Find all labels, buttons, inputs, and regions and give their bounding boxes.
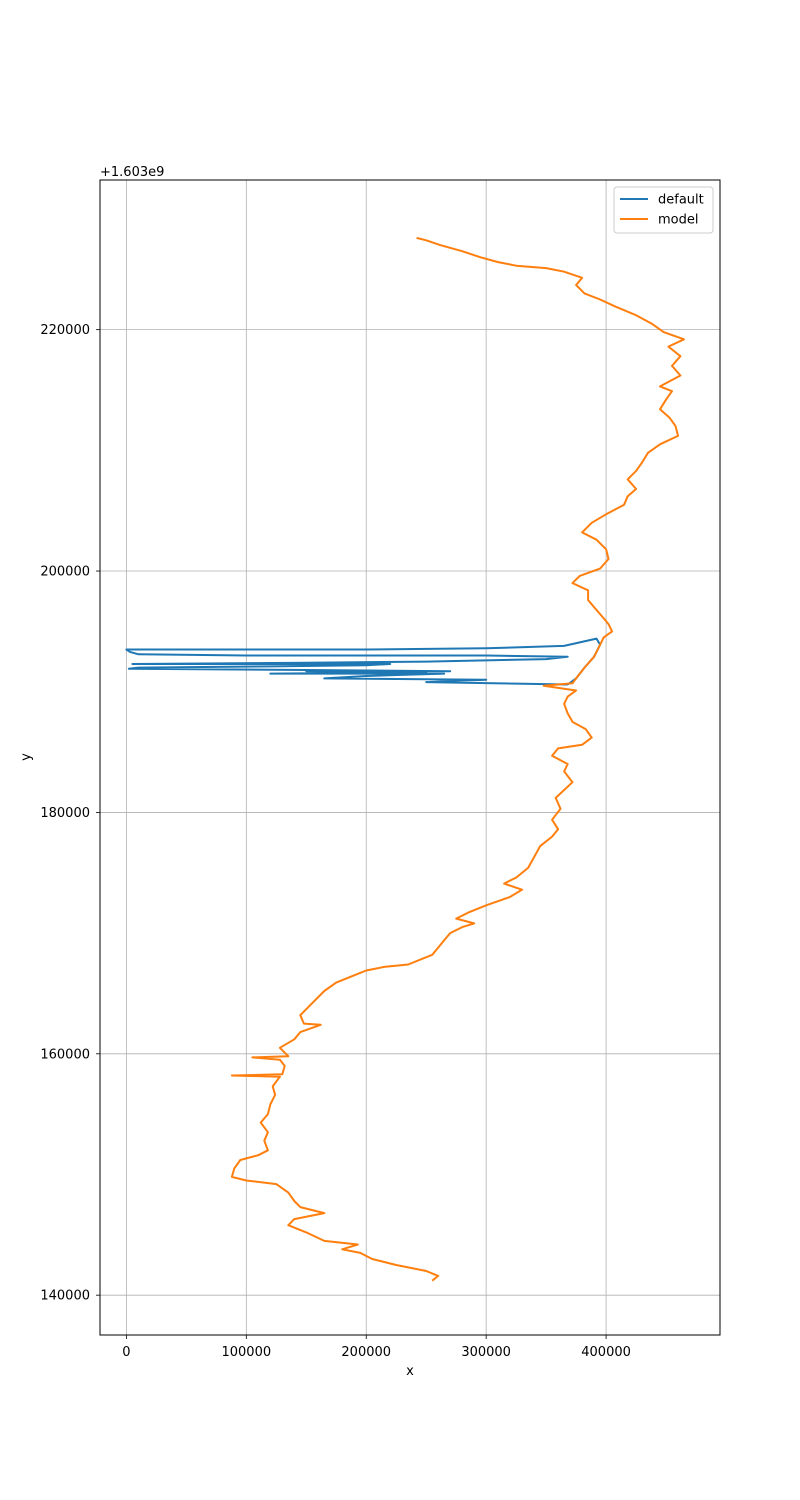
y-axis-label: y xyxy=(19,753,34,761)
x-tick-label: 0 xyxy=(122,1345,130,1360)
y-tick-label: 140000 xyxy=(40,1289,90,1304)
legend: default model xyxy=(613,186,714,234)
y-tick-label: 160000 xyxy=(40,1047,90,1062)
y-offset-label: +1.603e9 xyxy=(100,165,164,180)
y-axis-ticks: 140000 160000 180000 200000 220000 xyxy=(40,323,100,1304)
legend-label-default: default xyxy=(658,193,704,208)
y-tick-label: 180000 xyxy=(40,806,90,821)
data-lines xyxy=(125,236,685,1282)
legend-label-model: model xyxy=(658,213,698,228)
plot-frame xyxy=(99,179,721,1336)
x-tick-label: 300000 xyxy=(461,1345,511,1360)
grid xyxy=(100,180,720,1335)
x-axis-label: x xyxy=(406,1364,414,1379)
x-tick-label: 400000 xyxy=(581,1345,631,1360)
series-line-model xyxy=(230,236,685,1282)
x-axis-ticks: 0 100000 200000 300000 400000 xyxy=(122,1335,631,1360)
y-tick-label: 200000 xyxy=(40,565,90,580)
series-line-default xyxy=(125,637,602,686)
x-tick-label: 100000 xyxy=(221,1345,271,1360)
y-tick-label: 220000 xyxy=(40,323,90,338)
x-tick-label: 200000 xyxy=(341,1345,391,1360)
